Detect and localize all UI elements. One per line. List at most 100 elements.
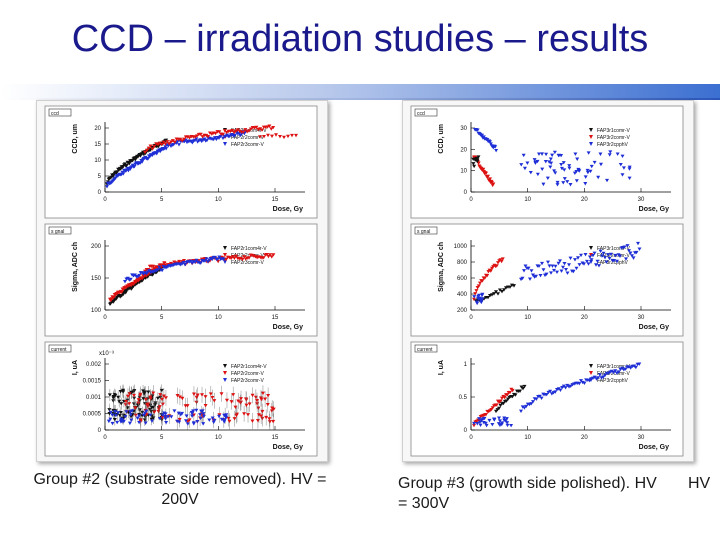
data-marker <box>235 128 240 132</box>
data-marker <box>238 256 243 261</box>
x-tick-label: 10 <box>524 197 531 203</box>
data-marker <box>115 420 120 425</box>
x-tick-label: 5 <box>160 197 164 203</box>
data-marker <box>194 408 199 413</box>
right-plot-panel: ccd 0 10 20 30 0 10 20 30 Dose, Gy CCD, um FAP3r1co… <box>402 100 694 462</box>
data-marker <box>133 406 138 410</box>
data-marker <box>164 420 169 425</box>
left-caption: Group #2 (substrate side removed). HV = … <box>33 471 327 508</box>
legend-entry: FAP3r2cpphV <box>597 378 629 384</box>
data-marker <box>625 244 630 248</box>
data-marker <box>499 259 504 264</box>
data-marker <box>205 138 209 143</box>
data-marker <box>175 393 180 398</box>
data-marker <box>201 412 206 416</box>
data-marker <box>110 413 115 417</box>
data-marker <box>567 263 571 267</box>
data-marker <box>519 409 523 414</box>
data-marker <box>535 159 540 164</box>
data-marker <box>550 153 555 158</box>
chart-tag-box <box>414 108 438 117</box>
data-marker <box>536 152 541 156</box>
data-marker <box>549 271 553 275</box>
data-marker <box>583 253 588 257</box>
data-marker <box>587 378 592 383</box>
data-marker <box>549 161 554 166</box>
data-marker <box>478 423 483 428</box>
data-marker <box>588 255 592 259</box>
data-marker <box>589 258 594 262</box>
data-marker <box>620 154 625 158</box>
data-marker <box>481 417 486 421</box>
chart-tag-box <box>48 226 72 235</box>
data-marker <box>586 151 591 155</box>
data-marker <box>541 182 546 187</box>
data-marker <box>522 384 527 389</box>
data-marker <box>210 416 215 420</box>
chart-tag-box <box>48 108 72 117</box>
y-tick-label: 150 <box>91 276 102 282</box>
data-marker <box>127 392 132 396</box>
data-marker <box>591 253 595 258</box>
data-marker <box>148 395 153 399</box>
data-marker <box>121 388 126 393</box>
legend-entry: FAP3r2cpphV <box>597 142 629 148</box>
data-marker <box>586 262 591 266</box>
data-marker <box>232 256 237 260</box>
data-marker <box>130 409 135 413</box>
data-marker <box>607 256 612 261</box>
data-marker <box>552 268 556 273</box>
data-marker <box>195 134 199 138</box>
data-marker <box>164 147 169 151</box>
data-marker <box>246 413 251 417</box>
hv-label: HV <box>688 475 711 492</box>
data-marker <box>477 297 482 301</box>
data-marker <box>538 274 543 278</box>
data-marker <box>137 420 142 425</box>
data-marker <box>188 259 193 264</box>
data-marker <box>107 393 112 397</box>
data-marker <box>479 298 484 302</box>
data-marker <box>119 402 124 406</box>
data-marker <box>492 417 497 421</box>
data-marker <box>183 419 188 423</box>
data-marker <box>547 264 552 268</box>
data-marker <box>232 417 237 421</box>
data-marker <box>269 409 274 413</box>
data-marker <box>155 396 160 401</box>
data-marker <box>548 165 553 169</box>
x-axis-label: Dose, Gy <box>273 324 303 331</box>
data-marker <box>157 265 162 270</box>
data-marker <box>512 284 516 288</box>
data-marker <box>282 135 286 140</box>
data-marker <box>157 416 162 421</box>
data-marker <box>118 411 123 415</box>
data-marker <box>224 413 229 417</box>
legend-entry: FAP2r1com4r-V <box>231 364 267 370</box>
data-marker <box>148 397 153 401</box>
data-marker <box>529 402 534 406</box>
x-tick-label: 20 <box>581 197 588 203</box>
data-marker <box>143 150 147 155</box>
data-marker <box>157 405 162 409</box>
data-marker <box>607 153 612 157</box>
data-marker <box>525 161 530 165</box>
legend-entry: FAP2r2comr-V <box>231 135 264 141</box>
legend-entry: FAP3r2comr-V <box>597 135 630 141</box>
data-marker <box>524 404 529 409</box>
data-marker <box>200 135 205 139</box>
data-marker <box>136 401 141 405</box>
data-marker <box>243 128 248 132</box>
data-marker <box>259 414 264 418</box>
data-marker <box>127 162 132 166</box>
data-marker <box>253 255 258 259</box>
data-marker <box>611 370 616 375</box>
data-marker <box>222 420 227 424</box>
y-axis-label: CCD, um <box>72 124 79 154</box>
data-marker <box>583 175 588 179</box>
x-axis-label: Dose, Gy <box>639 324 669 331</box>
legend-marker <box>223 378 227 382</box>
y-tick-label: 0.0015 <box>83 379 102 385</box>
data-marker <box>163 417 168 421</box>
